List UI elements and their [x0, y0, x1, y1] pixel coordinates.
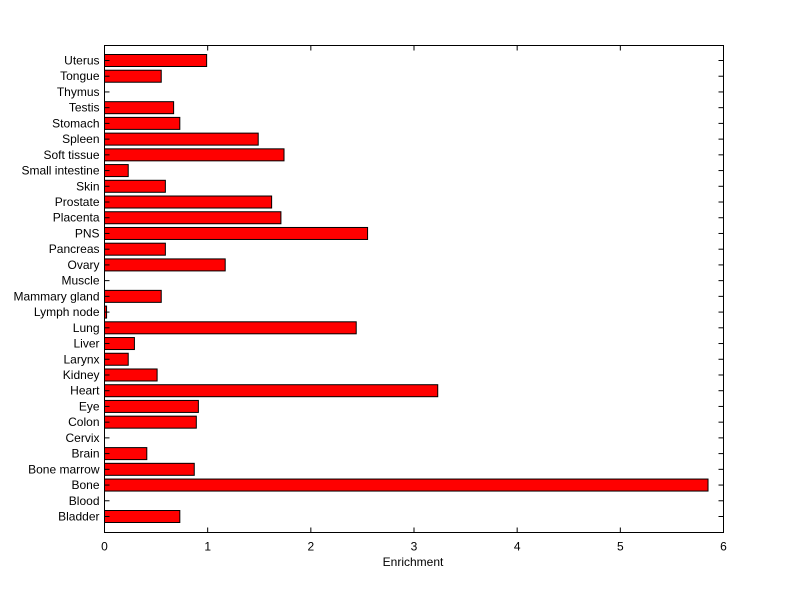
bar-brain — [104, 447, 148, 461]
bar-pns — [104, 226, 369, 240]
bar-tongue — [104, 69, 162, 83]
x-tick-label: 1 — [204, 540, 211, 554]
bar-lung — [104, 321, 357, 335]
y-tick-label: Tongue — [60, 69, 100, 83]
bar-skin — [104, 179, 166, 193]
y-tick-label: Heart — [70, 384, 100, 398]
bar-testis — [104, 101, 175, 115]
bar-prostate — [104, 195, 273, 209]
y-tick-label: Kidney — [63, 368, 100, 382]
y-tick-label: Soft tissue — [43, 148, 99, 162]
y-tick-label: Lung — [73, 321, 100, 335]
y-tick-label: Brain — [71, 447, 99, 461]
bar-bladder — [104, 510, 181, 523]
y-tick-label: Uterus — [64, 54, 99, 68]
bar-bone-marrow — [104, 462, 195, 476]
bar-soft-tissue — [104, 148, 285, 162]
x-tick-label: 3 — [411, 540, 418, 554]
y-tick-label: Bone — [71, 478, 99, 492]
bar-uterus — [104, 54, 208, 67]
bar-colon — [104, 415, 197, 429]
y-tick-label: Lymph node — [34, 305, 100, 319]
x-tick-label: 0 — [101, 540, 108, 554]
y-tick-label: Eye — [79, 399, 100, 413]
y-tick-label: Thymus — [57, 85, 100, 99]
x-tick-label: 2 — [307, 540, 314, 554]
bar-eye — [104, 399, 199, 413]
y-tick-label: Spleen — [62, 132, 99, 146]
bar-kidney — [104, 368, 158, 382]
y-tick-label: Blood — [69, 494, 100, 508]
y-tick-label: Ovary — [67, 258, 99, 272]
bar-placenta — [104, 211, 282, 225]
y-tick-label: Muscle — [61, 274, 99, 288]
y-tick-label: Mammary gland — [13, 289, 99, 303]
y-tick-label: Small intestine — [21, 164, 99, 178]
x-tick-label: 4 — [514, 540, 521, 554]
x-tick-label: 6 — [720, 540, 727, 554]
y-tick-label: Liver — [73, 337, 99, 351]
bar-heart — [104, 384, 439, 398]
y-tick-label: Placenta — [53, 211, 100, 225]
y-tick-label: Skin — [76, 179, 99, 193]
bar-spleen — [104, 132, 259, 146]
y-tick-label: Bone marrow — [28, 462, 100, 476]
y-tick-label: Bladder — [58, 510, 99, 524]
plot-area-frame — [104, 45, 724, 533]
y-tick-label: Testis — [69, 101, 100, 115]
bar-mammary-gland — [104, 289, 162, 303]
bar-pancreas — [104, 242, 166, 256]
x-tick-label: 5 — [617, 540, 624, 554]
y-tick-label: Prostate — [55, 195, 100, 209]
x-axis: 0 1 2 3 4 5 6 — [101, 45, 727, 554]
bar-stomach — [104, 116, 181, 130]
x-axis-label: Enrichment — [383, 555, 444, 569]
y-tick-label: PNS — [75, 226, 100, 240]
y-tick-label: Larynx — [63, 352, 99, 366]
bar-bone — [104, 478, 709, 492]
y-tick-label: Pancreas — [49, 242, 100, 256]
bars-layer — [104, 54, 709, 523]
y-tick-label: Cervix — [65, 431, 99, 445]
y-tick-label: Stomach — [52, 116, 99, 130]
y-tick-label: Colon — [68, 415, 99, 429]
bar-ovary — [104, 258, 226, 272]
